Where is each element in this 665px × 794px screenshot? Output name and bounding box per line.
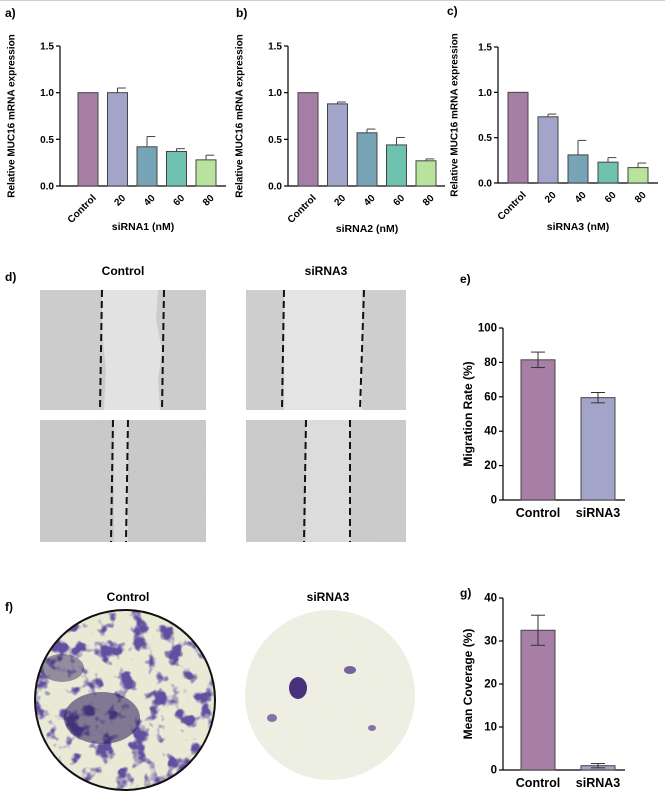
x-tick-label: 40 bbox=[362, 193, 378, 209]
bar bbox=[297, 92, 319, 187]
x-tick-label: 80 bbox=[201, 193, 217, 209]
panel-label-b: b) bbox=[236, 6, 248, 20]
bar bbox=[520, 629, 556, 771]
bar bbox=[136, 146, 158, 187]
y-tick-label: 1.0 bbox=[478, 88, 492, 99]
chart-a: 0.0 0.5 1.0 1.5 Relative MUC16 mRNA expressi… bbox=[7, 34, 226, 233]
y-axis-label: Relative MUC16 mRNA expression bbox=[235, 34, 246, 198]
x-tick-label: Control bbox=[516, 506, 560, 520]
x-tick-label: Control bbox=[286, 193, 319, 226]
chart-c: 0.0 0.5 1.0 1.5 Relative MUC16 mRNA expressi… bbox=[450, 33, 658, 233]
bar bbox=[627, 167, 649, 184]
y-tick-label: 1.0 bbox=[40, 88, 54, 99]
y-tick-label: 0.5 bbox=[478, 133, 492, 144]
panel-label-f: f) bbox=[5, 600, 13, 614]
wound-photo-control-0h bbox=[40, 290, 206, 410]
x-axis-label: siRNA3 (nM) bbox=[547, 221, 609, 233]
wound-photo-sirna3-24h bbox=[246, 420, 406, 542]
bar bbox=[195, 159, 217, 187]
panel-label-d: d) bbox=[5, 270, 17, 284]
bar bbox=[537, 116, 559, 184]
y-axis-label: Relative MUC16 mRNA expression bbox=[450, 33, 461, 197]
bar bbox=[356, 132, 378, 187]
x-tick-label: 80 bbox=[633, 190, 649, 206]
bar bbox=[166, 150, 187, 187]
y-tick-label: 100 bbox=[478, 323, 497, 335]
x-tick-label: 80 bbox=[421, 193, 437, 209]
y-tick-label: 20 bbox=[484, 460, 497, 472]
y-axis-label: Relative MUC16 mRNA expression bbox=[7, 34, 18, 198]
y-tick-label: 0 bbox=[491, 765, 497, 777]
y-tick-label: 40 bbox=[484, 426, 497, 438]
x-tick-label: 40 bbox=[573, 190, 589, 206]
y-tick-label: 40 bbox=[484, 593, 497, 605]
transwell-photo-sirna3 bbox=[245, 610, 415, 780]
x-tick-label: 60 bbox=[392, 193, 408, 209]
x-tick-label: 20 bbox=[333, 193, 349, 209]
x-tick-label: 20 bbox=[113, 193, 129, 209]
panel-label-c: c) bbox=[447, 4, 458, 18]
y-axis-label: Mean Coverage (%) bbox=[461, 629, 475, 740]
wound-photo-sirna3-0h bbox=[246, 290, 406, 410]
bar bbox=[415, 160, 437, 187]
y-tick-label: 30 bbox=[484, 636, 497, 648]
y-tick-label: 0.5 bbox=[268, 135, 282, 146]
x-tick-label: siRNA3 bbox=[576, 506, 621, 520]
x-tick-label: Control bbox=[66, 193, 99, 226]
wound-title-sirna3: siRNA3 bbox=[304, 264, 348, 278]
y-tick-label: 60 bbox=[484, 391, 497, 403]
x-tick-label: Control bbox=[496, 190, 529, 223]
x-tick-label: 60 bbox=[172, 193, 188, 209]
y-tick-label: 0.5 bbox=[40, 135, 54, 146]
bar bbox=[107, 92, 128, 187]
bar bbox=[520, 359, 556, 501]
bar bbox=[327, 103, 348, 187]
x-axis-label: siRNA2 (nM) bbox=[336, 223, 398, 235]
y-tick-label: 1.5 bbox=[478, 43, 492, 54]
x-tick-label: 40 bbox=[142, 193, 158, 209]
bar bbox=[597, 161, 619, 184]
chart-g: 0 10 20 30 40 Mean Coverage (%) Control siRNA3 bbox=[461, 593, 625, 790]
bar bbox=[580, 397, 616, 501]
panel-label-a: a) bbox=[5, 6, 16, 20]
x-tick-label: 20 bbox=[543, 190, 559, 206]
chart-e: 0 20 40 60 80 100 Migration Rate (%) Control siR… bbox=[461, 323, 625, 520]
x-tick-label: siRNA3 bbox=[576, 776, 621, 790]
y-tick-label: 0 bbox=[491, 495, 497, 507]
chart-b: 0.0 0.5 1.0 1.5 Relative MUC16 mRNA expressi… bbox=[235, 34, 445, 235]
y-tick-label: 1.0 bbox=[268, 88, 282, 99]
y-axis-label: Migration Rate (%) bbox=[461, 361, 475, 466]
x-tick-label: 60 bbox=[603, 190, 619, 206]
y-tick-label: 0.0 bbox=[268, 182, 282, 193]
x-axis-label: siRNA1 (nM) bbox=[112, 221, 174, 233]
bar bbox=[386, 144, 407, 187]
panel-label-e: e) bbox=[460, 272, 471, 286]
y-tick-label: 80 bbox=[484, 357, 497, 369]
wound-title-control: Control bbox=[101, 264, 145, 278]
y-tick-label: 0.0 bbox=[478, 179, 492, 190]
bar bbox=[567, 154, 589, 184]
transwell-title-control: Control bbox=[106, 590, 150, 604]
bar bbox=[77, 92, 99, 187]
y-tick-label: 1.5 bbox=[268, 42, 282, 53]
transwell-title-sirna3: siRNA3 bbox=[306, 590, 350, 604]
panel-label-g: g) bbox=[460, 586, 472, 600]
y-tick-label: 1.5 bbox=[40, 42, 54, 53]
transwell-photo-control bbox=[34, 609, 216, 791]
bar bbox=[507, 91, 529, 184]
y-tick-label: 10 bbox=[484, 722, 497, 734]
x-tick-label: Control bbox=[516, 776, 560, 790]
top-rule bbox=[0, 0, 665, 1]
y-tick-label: 20 bbox=[484, 679, 497, 691]
wound-photo-control-24h bbox=[40, 420, 206, 542]
y-tick-label: 0.0 bbox=[40, 182, 54, 193]
